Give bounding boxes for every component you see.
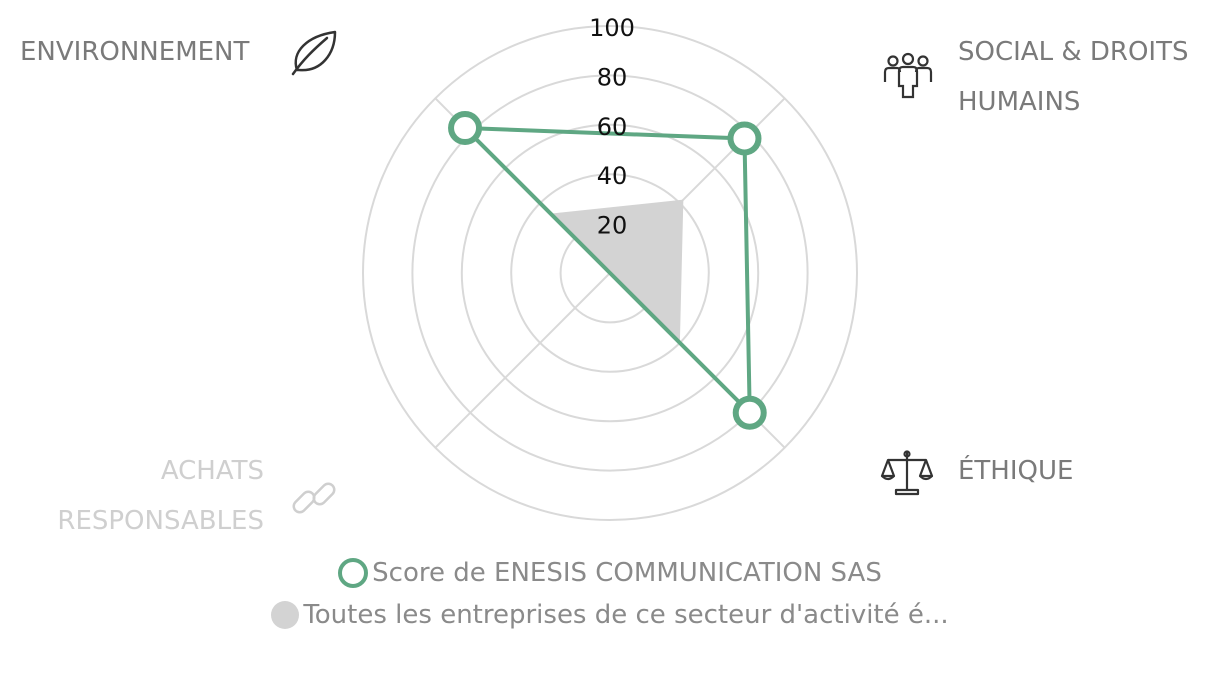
axis-label-ethique[interactable]: ÉTHIQUE [958,446,1073,496]
grid-spoke-3 [434,272,611,449]
legend-label-sector: Toutes les entreprises de ce secteur d'a… [303,600,949,630]
axis-label-achats[interactable]: ACHATS RESPONSABLES [57,446,264,546]
grid-ring-100 [362,25,858,521]
axis-label-environnement-line: ENVIRONNEMENT [20,37,250,67]
legend-marker-dot-icon [271,601,300,629]
series-sector-area [550,199,684,343]
axis-label-achats-line2: RESPONSABLES [57,506,264,536]
grid-ring-40 [510,173,710,373]
axis-label-social[interactable]: SOCIAL & DROITS HUMAINS [958,27,1188,127]
axis-label-environnement[interactable]: ENVIRONNEMENT [20,27,249,77]
radial-tick-label-80: 80 [597,63,628,91]
series-company-point-0 [448,111,483,146]
grid-ring-80 [411,74,809,472]
radial-tick-label-60: 60 [597,113,628,141]
axis-label-achats-line1: ACHATS [160,456,264,486]
series-company-point-2 [732,395,767,430]
leaf-icon [291,30,337,76]
legend-row-2: Toutes les entreprises de ce secteur d'a… [0,600,1220,636]
axis-label-social-line2: HUMAINS [958,87,1081,117]
series-company-point-1 [727,121,762,156]
legend-label-company: Score de ENESIS COMMUNICATION SAS [372,558,882,588]
legend-marker-ring-icon [338,558,369,588]
grid-ring-60 [460,123,760,423]
radial-tick-label-40: 40 [597,162,628,190]
legend: Score de ENESIS COMMUNICATION SAS [0,558,1220,595]
axis-label-ethique-line: ÉTHIQUE [958,456,1074,486]
people-group-icon [883,52,933,99]
legend-item-company[interactable]: Score de ENESIS COMMUNICATION SAS [338,558,882,588]
radial-tick-label-20: 20 [597,212,628,240]
axis-label-social-line1: SOCIAL & DROITS [958,37,1189,67]
chain-link-icon [292,482,336,514]
radial-tick-label-100: 100 [589,14,635,42]
scales-icon [880,450,934,496]
legend-item-sector[interactable]: Toutes les entreprises de ce secteur d'a… [271,600,949,630]
